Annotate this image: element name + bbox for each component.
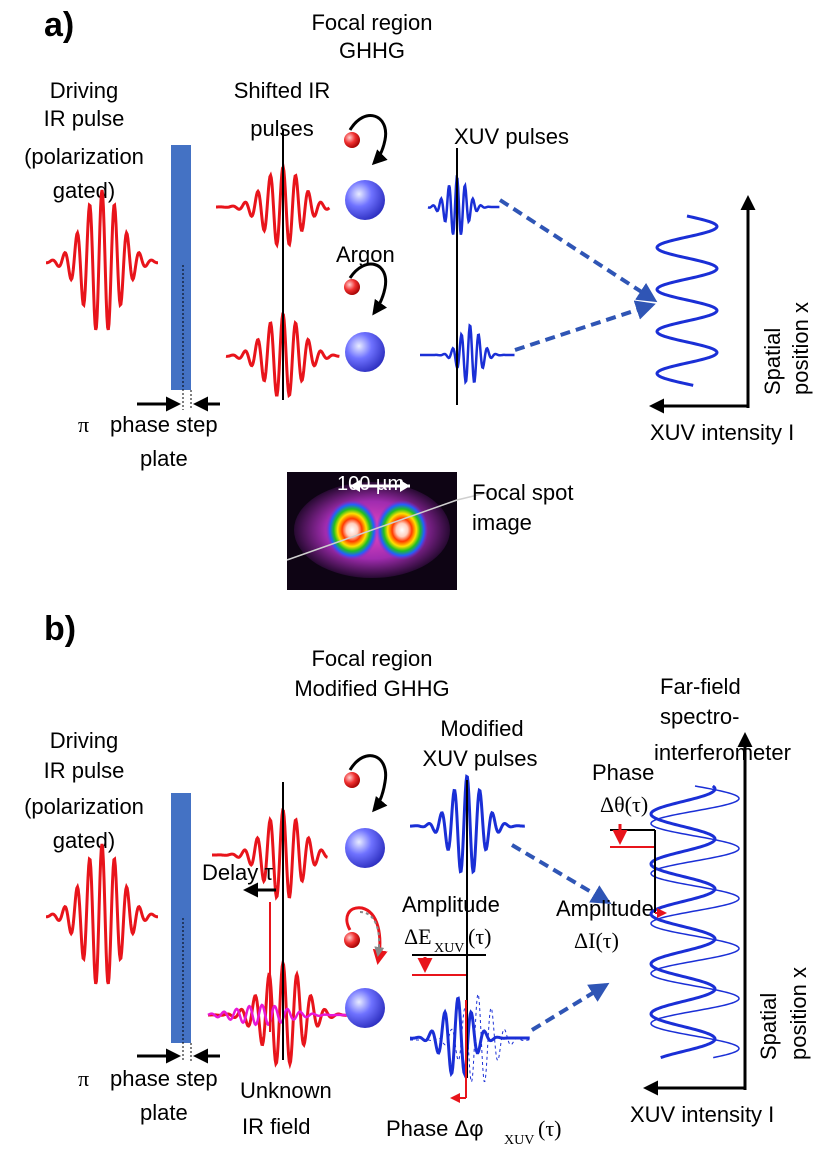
interference-fringes-b-reference [650,785,740,1059]
propagation-arrow-top-b [510,843,612,905]
amplitude-exuv-label: Amplitude [402,892,500,917]
interference-fringes-a [655,214,719,387]
electron-trajectory-top [348,114,388,166]
xuv-pulse-top [427,175,500,235]
delay-label: Delay τ [202,860,273,885]
pi-label-a: π [78,412,89,437]
tau-phi-label: (τ) [538,1116,562,1141]
focal-region-title-b: Focal region [311,646,432,671]
modified-xuv-pulse-top [410,774,526,875]
electron-top [344,132,360,148]
position-label-b: position x [786,967,811,1060]
amplitude-i-label: Amplitude [556,896,654,921]
phase-step-label-b: phase step [110,1066,218,1091]
spatial-label-b: Spatial [756,993,781,1060]
position-label-a: position x [788,302,813,395]
electron-trajectory-top-b [348,754,388,813]
polarization-label-b: (polarization [24,794,144,819]
propagation-arrow-bottom-b [530,982,610,1032]
propagation-arrow-bottom-a [514,300,656,352]
pi-label-b: π [78,1066,89,1091]
driving-ir-pulse-b [46,843,158,985]
xuv-pulses-label: XUV pulses [454,124,569,149]
delta-i-label: ΔI(τ) [574,928,619,953]
modified-ghhg-label: Modified GHHG [294,676,449,701]
phase-step-label-a: phase step [110,412,218,437]
xuv-pulses-label-b: XUV pulses [423,746,538,771]
argon-atom-bottom-b [345,988,385,1028]
xuv-subscript-phi: XUV [504,1133,534,1148]
xuv-subscript-e: XUV [434,941,464,956]
plate-label-b: plate [140,1100,188,1125]
image-label: image [472,510,532,535]
argon-atom-top [345,180,385,220]
interference-fringes-b-modified [649,784,717,1060]
gated-label-b: gated) [53,828,115,853]
ghhg-label: GHHG [339,38,405,63]
panel-a-tag: a) [44,6,74,44]
driving-label-b: Driving [50,728,118,753]
modified-label: Modified [440,716,523,741]
phase-phi-label: Phase Δφ [386,1116,483,1141]
shifted-ir-pulse-bottom-b [208,957,349,1070]
spatial-label-a: Spatial [760,328,785,395]
phase-theta-label: Phase [592,760,654,785]
plate-label-a: plate [140,446,188,471]
ir-pulse-label-a: IR pulse [44,106,125,131]
shifted-ir-pulse-top-b [212,808,328,901]
modified-xuv-pulse-bottom [410,996,530,1079]
far-field-label: Far-field [660,674,741,699]
panel-b-tag: b) [44,610,76,648]
shifted-ir-pulse-top [216,163,331,249]
spectro-label: spectro- [660,704,739,729]
gated-label-a: gated) [53,178,115,203]
driving-ir-pulse-a [46,189,158,331]
ir-field-label: IR field [242,1114,310,1139]
focal-region-title-a: Focal region [311,10,432,35]
xuv-intensity-label-a: XUV intensity I [650,420,794,445]
ir-pulse-label-b: IR pulse [44,758,125,783]
electron-top-b [344,772,360,788]
electron-trajectory-bottom [348,262,388,316]
focal-spot-label: Focal spot [472,480,574,505]
phase-plate-lower-a [171,265,183,390]
argon-label: Argon [336,242,395,267]
polarization-label-a: (polarization [24,144,144,169]
electron-bottom-b [344,932,360,948]
argon-atom-top-b [345,828,385,868]
propagation-arrow-top-a [498,198,658,303]
phase-plate-lower-b [171,918,183,1043]
xuv-pulse-bottom [420,323,515,385]
delta-theta-label: Δθ(τ) [600,792,648,817]
reference-xuv-pulse-dashed [410,992,530,1084]
xuv-intensity-label-b: XUV intensity I [630,1102,774,1127]
driving-label-a: Driving [50,78,118,103]
argon-atom-bottom [345,332,385,372]
tau-e-label: (τ) [468,924,492,949]
delta-e-label: ΔE [404,924,432,949]
shifted-label: Shifted IR [234,78,331,103]
unknown-ir-field [207,1003,348,1027]
interferometer-label: interferometer [654,740,791,765]
electron-bottom [344,279,360,295]
focal-spot-image: 100 µm [286,472,458,590]
scale-label: 100 µm [337,473,404,495]
unknown-label: Unknown [240,1078,332,1103]
